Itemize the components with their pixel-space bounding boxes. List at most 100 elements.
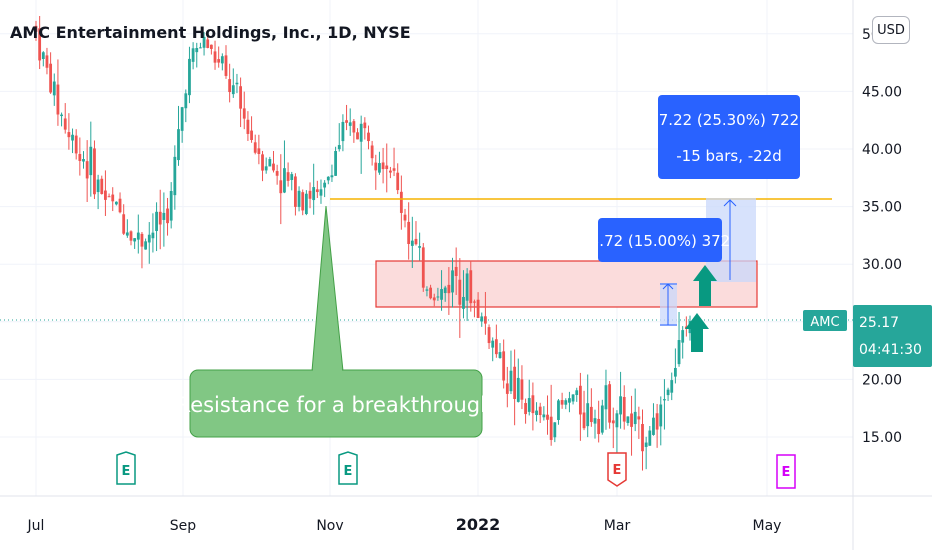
candle-body <box>323 182 327 188</box>
earnings-marker-nov[interactable]: E <box>338 451 358 485</box>
candle-body <box>560 400 564 405</box>
candle-body <box>326 176 330 181</box>
earnings-letter: E <box>344 464 353 479</box>
candle-body <box>133 238 137 242</box>
candle-body <box>476 299 480 318</box>
candle-body <box>396 172 400 191</box>
candle-body <box>641 424 644 452</box>
candle-body <box>505 383 509 394</box>
candle-body <box>85 161 89 179</box>
candle-body <box>659 404 663 427</box>
candle-body <box>49 63 53 93</box>
candle-body <box>381 162 385 170</box>
candle-body <box>429 287 432 299</box>
symbol-tag-text: AMC <box>810 315 839 330</box>
candle-body <box>155 211 158 232</box>
candle-body <box>611 420 615 424</box>
candle-body <box>410 240 414 246</box>
candle-body <box>520 379 524 400</box>
measure-large[interactable]: 7.22 (25.30%) 722 -15 bars, -22d <box>658 95 800 282</box>
candle-body <box>615 413 619 428</box>
candle-body <box>597 418 601 435</box>
earnings-markers[interactable]: E E E E <box>116 451 796 489</box>
candle-body <box>367 132 370 142</box>
measure-small[interactable]: 3.72 (15.00%) 372 <box>590 218 730 326</box>
candle-body <box>52 81 56 96</box>
price-tick-label: 40.00 <box>862 142 902 158</box>
resistance-callout[interactable]: Resistance for a breakthrough <box>177 205 494 438</box>
signal-arrows[interactable] <box>685 265 717 352</box>
candle-body <box>443 287 447 294</box>
candle-body <box>45 55 49 68</box>
measure-small-label <box>598 218 722 262</box>
callout-joint <box>313 366 342 374</box>
candle-body <box>283 168 286 193</box>
candle-body <box>231 85 235 95</box>
candle-body <box>257 148 261 155</box>
candle-body <box>206 39 210 48</box>
candle-body <box>454 266 458 277</box>
candle-body <box>297 190 301 207</box>
candle-body <box>593 418 597 424</box>
candle-body <box>89 146 93 176</box>
candle-body <box>527 398 531 412</box>
candle-body <box>451 270 454 293</box>
time-tick-label: Nov <box>316 518 343 534</box>
candle-body <box>217 59 221 63</box>
candle-body <box>516 377 520 402</box>
candle-body <box>513 366 517 399</box>
candle-body <box>425 289 429 291</box>
candle-body <box>330 175 334 178</box>
candle-body <box>644 442 648 447</box>
candle-body <box>166 208 169 224</box>
measure-small-arrowhead <box>662 283 674 290</box>
countdown-text: 04:41:30 <box>859 342 922 358</box>
earnings-marker-may[interactable]: E <box>776 454 796 489</box>
earnings-marker-mar[interactable]: E <box>607 452 627 487</box>
symbol-tag <box>803 310 847 331</box>
candle-body <box>34 25 38 32</box>
candle-body <box>535 410 538 416</box>
candle-body <box>209 44 213 49</box>
candle-body <box>502 351 506 381</box>
candle-body <box>652 417 655 435</box>
candle-body <box>414 238 418 245</box>
candle-body <box>681 330 685 343</box>
candle-body <box>494 339 498 355</box>
candle-body <box>341 121 345 142</box>
candle-body <box>253 142 257 153</box>
candle-body <box>188 58 191 96</box>
candle-body <box>622 396 626 422</box>
candle-body <box>407 221 411 245</box>
candle-body <box>403 214 407 221</box>
candle-body <box>673 367 677 377</box>
measure-large-text-2: -15 bars, -22d <box>676 147 782 165</box>
candle-body <box>308 190 312 199</box>
candle-body <box>122 214 126 234</box>
candle-body <box>564 400 568 405</box>
candle-body <box>549 416 553 440</box>
candle-body <box>67 132 71 138</box>
candle-body <box>677 340 681 365</box>
candle-body <box>111 194 115 202</box>
candle-body <box>531 395 535 414</box>
candle-body <box>469 270 473 304</box>
candle-body <box>301 192 305 211</box>
candle-body <box>473 301 476 303</box>
measure-large-arrowhead <box>723 199 737 207</box>
resistance-zone[interactable] <box>375 260 758 308</box>
candle-body <box>670 380 674 393</box>
candle-body <box>389 170 392 173</box>
earnings-marker-aug[interactable]: E <box>116 451 136 485</box>
currency-button[interactable]: USD <box>872 16 910 44</box>
candle-body <box>177 129 180 161</box>
candle-body <box>78 153 82 161</box>
candle-body <box>319 189 323 196</box>
time-axis[interactable]: Jul Sep Nov 2022 Mar May <box>27 515 782 534</box>
callout-pointer <box>311 205 344 372</box>
candle-body <box>228 79 232 93</box>
candle-body <box>315 189 319 193</box>
